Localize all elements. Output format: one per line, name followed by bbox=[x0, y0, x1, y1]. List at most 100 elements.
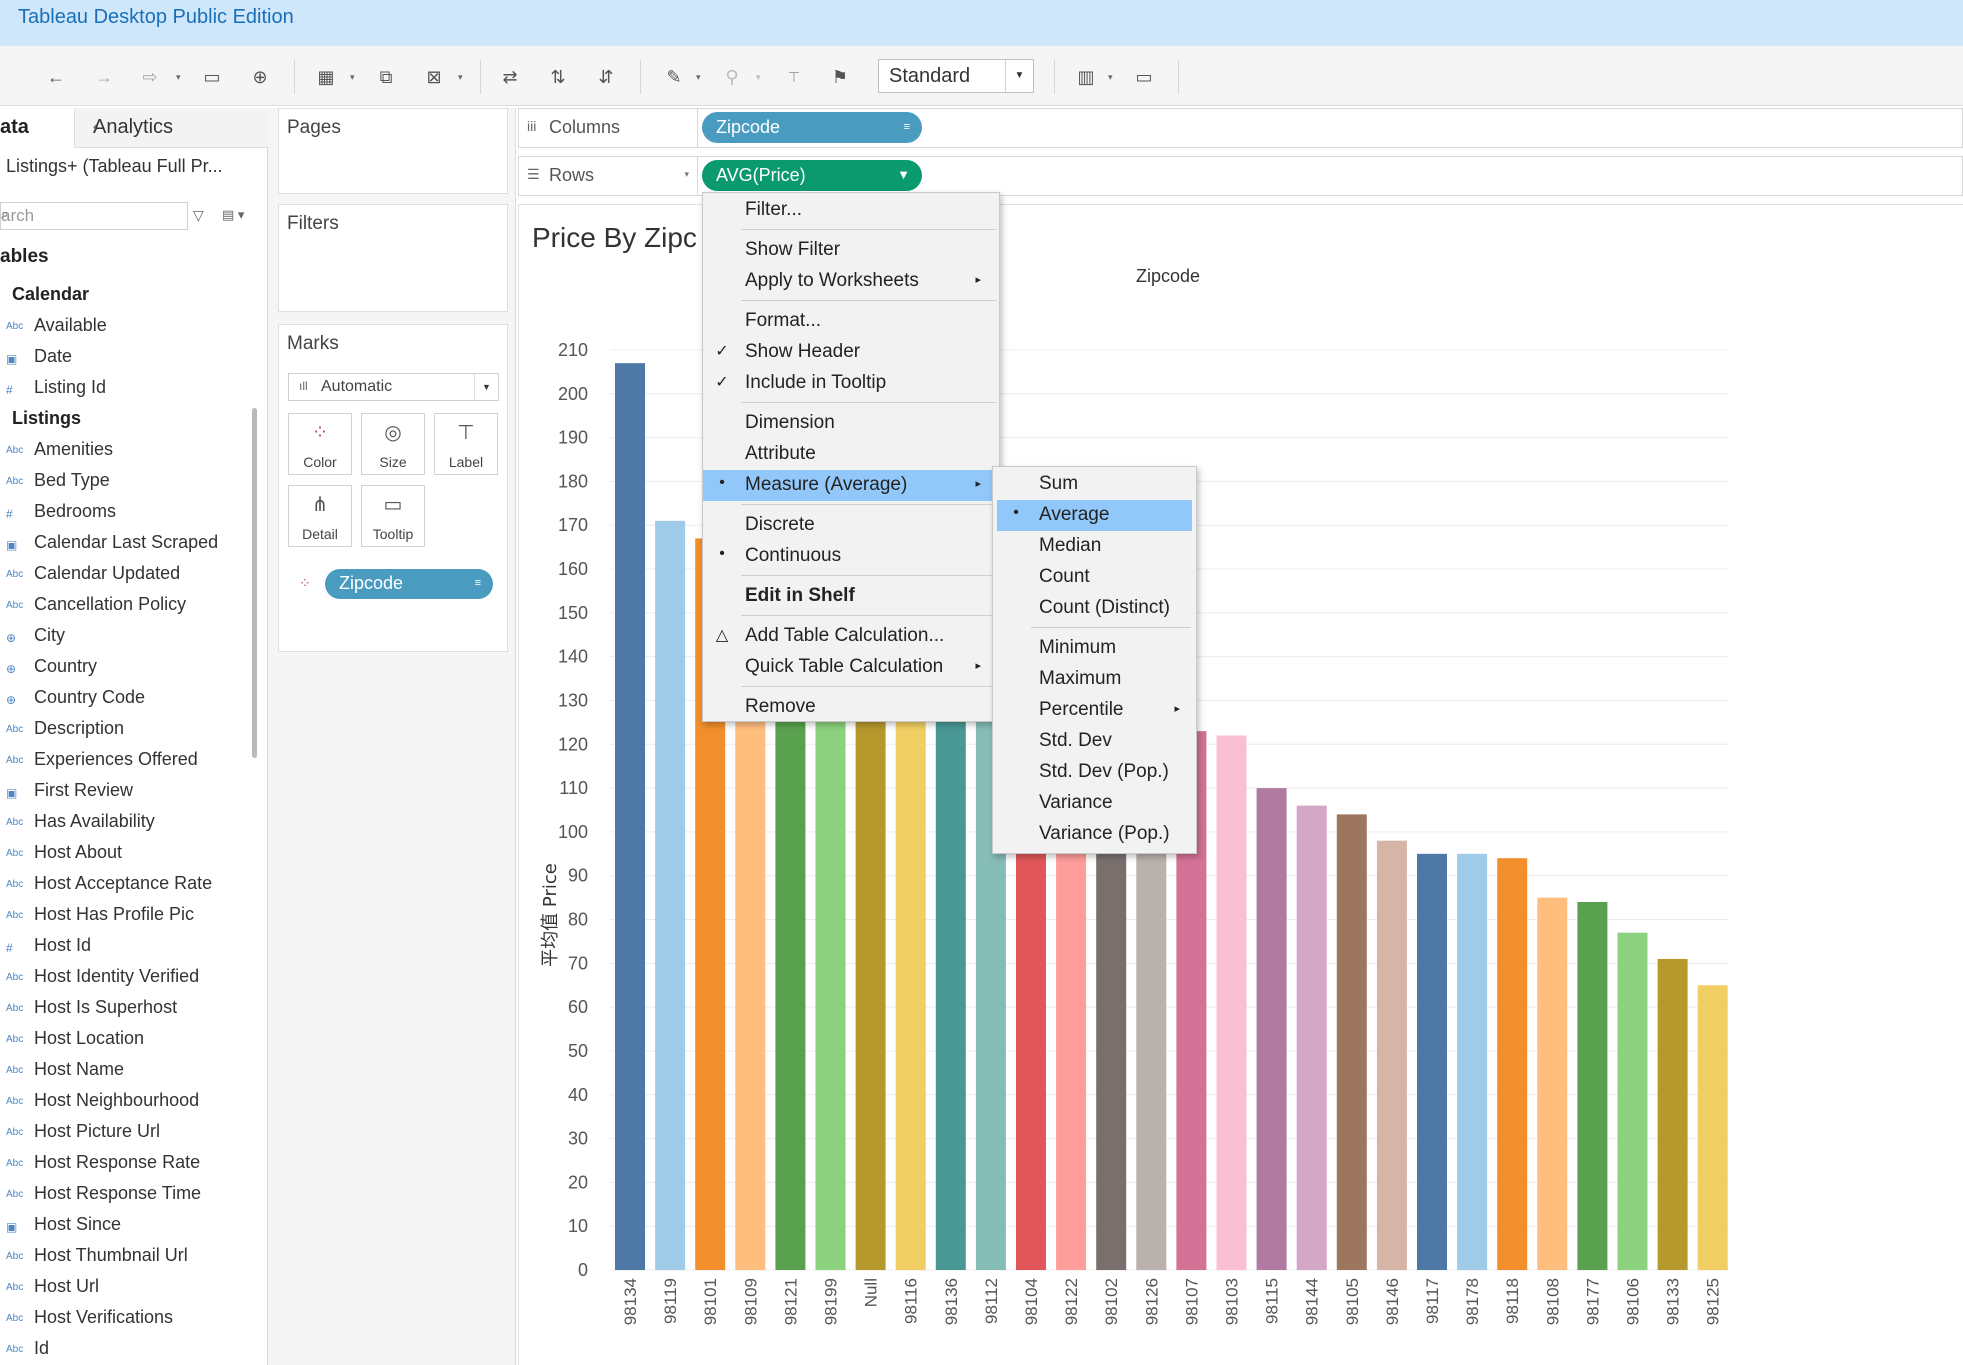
show-cards-dropdown-icon[interactable]: ▾ bbox=[1108, 72, 1113, 82]
color-button[interactable]: ⁘ Color bbox=[288, 413, 352, 475]
y-tick-label: 200 bbox=[558, 384, 588, 404]
submenu-item[interactable]: Maximum bbox=[997, 664, 1192, 695]
submenu-item[interactable]: Count (Distinct) bbox=[997, 593, 1192, 624]
menu-item[interactable]: Format... bbox=[703, 306, 993, 337]
color-zipcode-pill[interactable]: Zipcode ≡ bbox=[325, 569, 493, 599]
string-type-icon: Abc bbox=[6, 848, 24, 859]
menu-item[interactable]: Edit in Shelf bbox=[703, 581, 993, 612]
new-datasource-icon[interactable]: ⊕ bbox=[252, 67, 268, 87]
field-label: Host Url bbox=[34, 1276, 100, 1296]
back-icon[interactable]: ← bbox=[47, 67, 65, 87]
table-heading[interactable]: Calendar bbox=[12, 284, 90, 304]
menu-item[interactable]: Remove bbox=[703, 692, 993, 723]
submenu-item-label: Minimum bbox=[1039, 637, 1117, 658]
submenu-arrow-icon: ▸ bbox=[975, 478, 981, 490]
search-input[interactable]: arch ⌕ bbox=[0, 202, 188, 230]
highlight-icon[interactable]: ✎ bbox=[666, 67, 682, 87]
mark-type-select[interactable]: ıll Automatic ▼ bbox=[288, 373, 499, 401]
view-options-icon[interactable]: ▤ ▾ bbox=[222, 207, 245, 222]
menu-item[interactable]: Apply to Worksheets ▸ bbox=[703, 266, 993, 297]
submenu-arrow-icon: ▸ bbox=[1174, 703, 1180, 715]
field-label: Host Neighbourhood bbox=[34, 1090, 200, 1110]
clear-sheet-dropdown-icon[interactable]: ▾ bbox=[458, 72, 463, 82]
menu-item-label: Edit in Shelf bbox=[745, 585, 855, 606]
new-worksheet-icon[interactable]: ▦ bbox=[317, 67, 335, 87]
menu-item[interactable]: ✓ Include in Tooltip bbox=[703, 368, 993, 399]
x-tick-label: 98122 bbox=[1062, 1278, 1081, 1325]
swap-rows-columns-icon[interactable]: ⇄ bbox=[502, 67, 518, 87]
y-tick-label: 50 bbox=[568, 1041, 588, 1061]
tooltip-button[interactable]: ▭ Tooltip bbox=[361, 485, 425, 547]
submenu-item[interactable]: Variance (Pop.) bbox=[997, 819, 1192, 850]
chevron-down-icon[interactable]: ▾ bbox=[684, 169, 689, 179]
show-cards-icon[interactable]: ▥ bbox=[1077, 67, 1095, 87]
menu-separator bbox=[741, 229, 997, 230]
pill-dropdown-icon[interactable]: ▼ bbox=[897, 167, 910, 182]
redo-dropdown-icon[interactable]: ▾ bbox=[176, 72, 181, 82]
filter-icon[interactable]: ▽ bbox=[193, 207, 204, 223]
submenu-item[interactable]: Variance bbox=[997, 788, 1192, 819]
highlight-dropdown-icon[interactable]: ▾ bbox=[696, 72, 701, 82]
label-button[interactable]: ⊤ Label bbox=[434, 413, 498, 475]
filters-card[interactable]: Filters bbox=[278, 204, 508, 312]
scrollbar[interactable] bbox=[252, 408, 257, 758]
group-dropdown-icon[interactable]: ▾ bbox=[756, 72, 761, 82]
submenu-item[interactable]: Minimum bbox=[997, 633, 1192, 664]
menu-item[interactable]: • Continuous bbox=[703, 541, 993, 572]
tab-data[interactable]: ata bbox=[0, 108, 74, 148]
bar bbox=[1296, 805, 1327, 1270]
menu-item[interactable]: Quick Table Calculation ▸ bbox=[703, 652, 993, 683]
save-icon[interactable]: ▭ bbox=[203, 67, 221, 87]
rows-avg-price-pill[interactable]: AVG(Price) ▼ bbox=[702, 160, 922, 191]
duplicate-sheet-icon[interactable]: ⧉ bbox=[379, 67, 393, 87]
y-tick-label: 170 bbox=[558, 515, 588, 535]
date-type-icon: ▣ bbox=[6, 786, 18, 800]
menu-item[interactable]: Show Filter bbox=[703, 235, 993, 266]
fit-select[interactable]: Standard ▼ bbox=[878, 59, 1034, 93]
presentation-mode-icon[interactable]: ▭ bbox=[1135, 67, 1153, 87]
string-type-icon: Abc bbox=[6, 476, 24, 487]
aggregation-submenu: Sum • Average Median Count Count (Distinct) Mi… bbox=[992, 466, 1197, 854]
datasource-name[interactable]: Listings+ (Tableau Full Pr... bbox=[6, 156, 223, 176]
menu-item[interactable]: Dimension bbox=[703, 408, 993, 439]
clear-sheet-icon[interactable]: ⊠ bbox=[426, 67, 442, 87]
y-tick-label: 150 bbox=[558, 603, 588, 623]
menu-item[interactable]: Attribute bbox=[703, 439, 993, 470]
group-members-icon[interactable]: ⚲ bbox=[725, 67, 739, 87]
x-tick-label: 98134 bbox=[621, 1278, 640, 1325]
columns-zipcode-pill[interactable]: Zipcode ≡ bbox=[702, 112, 922, 143]
forward-icon[interactable]: → bbox=[95, 67, 113, 87]
bar bbox=[1617, 932, 1648, 1270]
detail-button[interactable]: ⋔ Detail bbox=[288, 485, 352, 547]
redo-icon[interactable]: ⇨ bbox=[142, 67, 158, 87]
submenu-item[interactable]: Median bbox=[997, 531, 1192, 562]
menu-item[interactable]: Filter... bbox=[703, 195, 993, 226]
color-icon: ⁘ bbox=[311, 422, 329, 444]
submenu-item[interactable]: • Average bbox=[997, 500, 1192, 531]
field-label: Bed Type bbox=[34, 470, 110, 490]
submenu-item[interactable]: Sum bbox=[997, 469, 1192, 500]
submenu-item[interactable]: Std. Dev (Pop.) bbox=[997, 757, 1192, 788]
menu-item[interactable]: ✓ Show Header bbox=[703, 337, 993, 368]
show-mark-labels-icon[interactable]: ⊤ bbox=[787, 69, 801, 85]
menu-item[interactable]: • Measure (Average) ▸ bbox=[703, 470, 993, 501]
new-worksheet-dropdown-icon[interactable]: ▾ bbox=[350, 72, 355, 82]
size-button[interactable]: ◎ Size bbox=[361, 413, 425, 475]
collapse-pane-icon[interactable]: ‹ bbox=[93, 118, 98, 134]
submenu-item[interactable]: Percentile ▸ bbox=[997, 695, 1192, 726]
tab-analytics[interactable]: Analytics ‹ bbox=[74, 108, 268, 148]
string-type-icon: Abc bbox=[6, 817, 24, 828]
menu-item[interactable]: Discrete bbox=[703, 510, 993, 541]
bar bbox=[1537, 897, 1568, 1270]
table-heading[interactable]: Listings bbox=[12, 408, 82, 428]
field-label: Calendar Updated bbox=[34, 563, 181, 583]
sort-descending-icon[interactable]: ⇵ bbox=[598, 67, 614, 87]
field-label: Id bbox=[34, 1338, 50, 1358]
pages-card[interactable]: Pages bbox=[278, 108, 508, 194]
fix-axes-icon[interactable]: ⚑ bbox=[831, 67, 849, 87]
sort-ascending-icon[interactable]: ⇅ bbox=[550, 67, 566, 87]
menu-item[interactable]: △ Add Table Calculation... bbox=[703, 621, 993, 652]
bar-chart: 0 10 20 30 40 50 60 70 80 90 100 110 120 130 140 150 160… bbox=[540, 340, 1728, 1325]
submenu-item[interactable]: Count bbox=[997, 562, 1192, 593]
submenu-item[interactable]: Std. Dev bbox=[997, 726, 1192, 757]
